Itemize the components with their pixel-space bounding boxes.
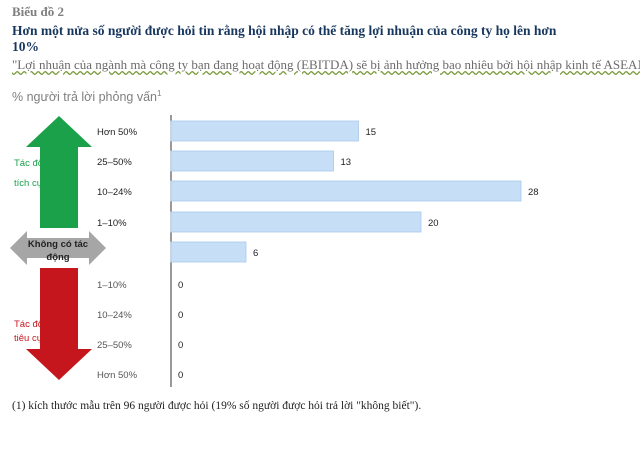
positive-impact-arrow xyxy=(26,116,92,228)
no-impact-label-line1: Không có tác xyxy=(28,239,88,250)
bar xyxy=(170,241,247,263)
bar-value-label: 0 xyxy=(178,280,183,291)
bars-group: 15 Hơn 50% 13 25–50% 28 10–24% 20 1–10% 6 0 1–10% 0… xyxy=(97,120,539,381)
bar-value-label: 13 xyxy=(341,157,352,168)
unit-label-text: % người trả lời phỏng vấn xyxy=(12,90,157,105)
category-label: Hơn 50% xyxy=(97,370,138,381)
bar xyxy=(170,120,359,142)
no-impact-arrow xyxy=(10,231,106,265)
bar-value-label: 0 xyxy=(178,310,183,321)
negative-impact-label-line2: tiêu cực xyxy=(14,333,48,344)
category-label: 1–10% xyxy=(97,280,127,291)
negative-impact-arrow xyxy=(26,268,92,380)
category-label: 1–10% xyxy=(97,218,127,229)
bar-value-label: 6 xyxy=(253,248,258,259)
chart-title: Hơn một nửa số người được hỏi tin rằng h… xyxy=(12,23,557,54)
unit-label: % người trả lời phỏng vấn1 xyxy=(12,89,161,104)
survey-question: "Lợi nhuận của ngành mà công ty bạn đang… xyxy=(12,57,640,72)
bar xyxy=(170,180,522,202)
bar-value-label: 20 xyxy=(428,218,439,229)
positive-impact-label-line1: Tác động xyxy=(14,158,54,169)
bar xyxy=(170,150,334,172)
category-label: 10–24% xyxy=(97,187,132,198)
bar xyxy=(170,211,422,233)
bar-value-label: 15 xyxy=(366,127,377,138)
figure-label: Biểu đồ 2 xyxy=(12,4,65,19)
category-label: 25–50% xyxy=(97,340,132,351)
unit-footnote-mark: 1 xyxy=(156,89,162,98)
bar-value-label: 0 xyxy=(178,370,183,381)
footnote: (1) kích thước mẫu trên 96 người được hỏ… xyxy=(12,400,422,412)
no-impact-label-line2: động xyxy=(46,252,69,263)
category-label: Hơn 50% xyxy=(97,127,138,138)
bar-value-label: 0 xyxy=(178,340,183,351)
bar-value-label: 28 xyxy=(528,187,539,198)
category-label: 25–50% xyxy=(97,157,132,168)
category-label: 10–24% xyxy=(97,310,132,321)
positive-impact-label-line2: tích cực xyxy=(14,178,48,189)
negative-impact-label-line1: Tác động xyxy=(14,319,54,330)
